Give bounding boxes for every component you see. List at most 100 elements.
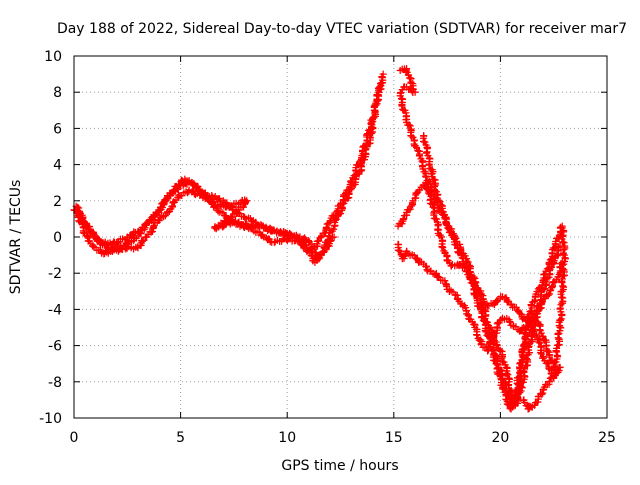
data-point-sample bbox=[518, 324, 526, 332]
data-point-sample bbox=[413, 143, 421, 151]
data-series-track-f bbox=[394, 179, 566, 325]
y-tick-label: -4 bbox=[48, 302, 62, 318]
data-point-sample bbox=[332, 215, 340, 223]
x-tick-label: 0 bbox=[70, 430, 79, 446]
data-point-sample bbox=[552, 358, 560, 366]
data-point-sample bbox=[492, 341, 500, 349]
data-point bbox=[535, 338, 543, 346]
data-point-sample bbox=[559, 282, 567, 290]
data-point-sample bbox=[541, 285, 549, 293]
data-point-sample bbox=[519, 345, 527, 353]
data-point-sample bbox=[482, 318, 490, 326]
data-point-sample bbox=[558, 275, 566, 283]
x-tick-label: 20 bbox=[491, 430, 509, 446]
data-point-sample bbox=[464, 264, 472, 272]
y-tick-label: -2 bbox=[48, 266, 62, 282]
data-point bbox=[520, 396, 528, 404]
data-point-sample bbox=[490, 347, 498, 355]
data-point-sample bbox=[536, 339, 544, 347]
data-point-sample bbox=[368, 130, 376, 138]
data-point-sample bbox=[148, 217, 156, 225]
data-point-sample bbox=[352, 175, 360, 183]
data-point-sample bbox=[451, 233, 459, 241]
y-tick-label: -6 bbox=[48, 339, 62, 355]
data-point-sample bbox=[406, 122, 414, 130]
data-point-sample bbox=[498, 375, 506, 383]
data-series-layer bbox=[70, 65, 569, 413]
data-point-sample bbox=[485, 342, 493, 350]
data-point bbox=[330, 233, 338, 241]
axis-ticks: 0 5 10 15 20 25 -10 -8 -6 -4 -2 0 2 4 6 8 10 bbox=[39, 49, 616, 446]
data-point-sample bbox=[167, 191, 175, 199]
data-point-sample bbox=[463, 257, 471, 265]
data-point-sample bbox=[372, 101, 380, 109]
data-point-sample bbox=[434, 273, 442, 281]
data-point-sample bbox=[503, 369, 511, 377]
data-point-sample bbox=[443, 221, 451, 229]
data-point-sample bbox=[405, 206, 413, 214]
data-point-sample bbox=[150, 222, 158, 230]
data-point-sample bbox=[436, 198, 444, 206]
data-point-sample bbox=[368, 118, 376, 126]
data-point-sample bbox=[357, 159, 365, 167]
data-point-sample bbox=[530, 298, 538, 306]
data-point-sample bbox=[544, 291, 552, 299]
data-point-sample bbox=[414, 147, 422, 155]
y-tick-label: -10 bbox=[39, 411, 62, 427]
data-series-track-h bbox=[486, 224, 569, 408]
data-point-sample bbox=[493, 341, 501, 349]
data-point-sample bbox=[435, 196, 443, 204]
data-point-sample bbox=[369, 117, 377, 125]
data-point-sample bbox=[544, 347, 552, 355]
data-point-sample bbox=[539, 286, 547, 294]
data-point-sample bbox=[504, 381, 512, 389]
data-point-sample bbox=[406, 205, 414, 213]
data-series-track-g bbox=[394, 240, 564, 413]
data-point-sample bbox=[437, 201, 445, 209]
data-point-sample bbox=[337, 210, 345, 218]
data-point-sample bbox=[550, 257, 558, 265]
data-point-sample bbox=[556, 304, 564, 312]
data-point bbox=[287, 231, 295, 239]
data-point-sample bbox=[532, 331, 540, 339]
data-point-sample bbox=[262, 223, 270, 231]
data-point bbox=[377, 79, 385, 87]
y-tick-label: 4 bbox=[53, 158, 62, 174]
data-point-sample bbox=[515, 379, 523, 387]
x-tick-label: 10 bbox=[278, 430, 296, 446]
data-point-sample bbox=[422, 184, 430, 192]
data-point-sample bbox=[89, 242, 97, 250]
data-point-sample bbox=[423, 186, 431, 194]
data-point bbox=[558, 224, 566, 232]
data-point-sample bbox=[522, 402, 530, 410]
data-point-sample bbox=[520, 345, 528, 353]
x-tick-label: 25 bbox=[598, 430, 616, 446]
data-point-sample bbox=[431, 187, 439, 195]
y-tick-label: 2 bbox=[53, 194, 62, 210]
data-point-sample bbox=[537, 349, 545, 357]
data-point-sample bbox=[344, 194, 352, 202]
data-point-sample bbox=[439, 244, 447, 252]
data-point-sample bbox=[316, 234, 324, 242]
data-point-sample bbox=[327, 237, 335, 245]
chart-title: Day 188 of 2022, Sidereal Day-to-day VTE… bbox=[57, 21, 627, 37]
data-point-sample bbox=[441, 277, 449, 285]
data-point-sample bbox=[432, 215, 440, 223]
data-point-sample bbox=[446, 229, 454, 237]
data-point-sample bbox=[298, 240, 306, 248]
data-point-sample bbox=[73, 203, 81, 211]
data-point-sample bbox=[513, 389, 521, 397]
data-point-sample bbox=[254, 221, 262, 229]
data-point-sample bbox=[195, 186, 203, 194]
data-point-sample bbox=[330, 225, 338, 233]
data-point-sample bbox=[544, 359, 552, 367]
data-point-sample bbox=[504, 371, 512, 379]
y-tick-label: 8 bbox=[53, 85, 62, 101]
data-point bbox=[379, 70, 387, 78]
data-point-sample bbox=[427, 199, 435, 207]
data-point-sample bbox=[547, 263, 555, 271]
y-tick-label: -8 bbox=[48, 375, 62, 391]
data-point-sample bbox=[407, 202, 415, 210]
